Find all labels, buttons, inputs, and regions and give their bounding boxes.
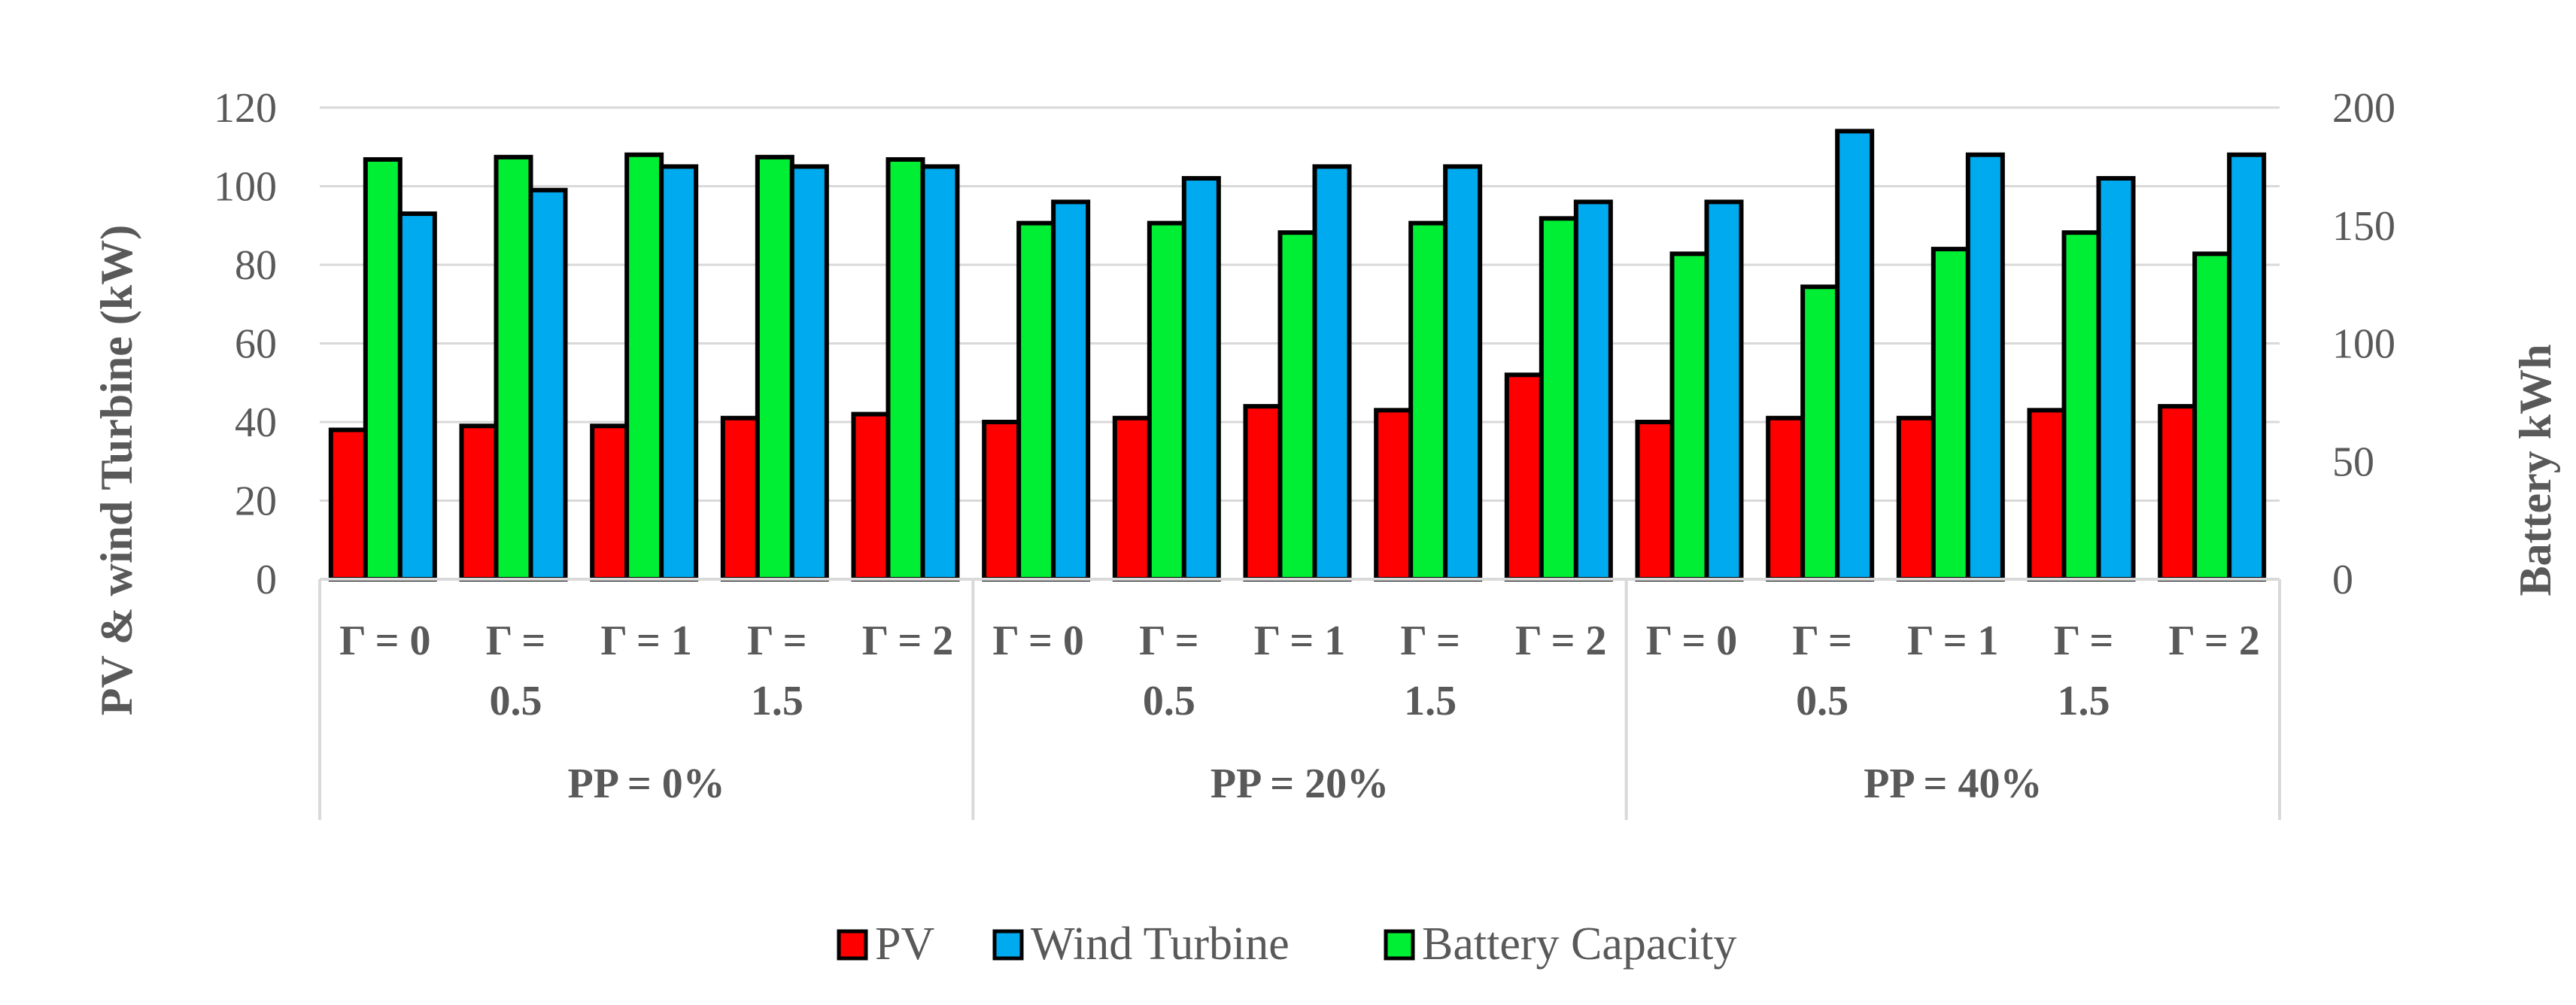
category-label: Γ = 2 bbox=[862, 618, 953, 664]
bar-pv bbox=[1635, 420, 1675, 581]
category-label: Γ = 1 bbox=[600, 618, 691, 664]
legend-swatch bbox=[837, 929, 868, 961]
left-tick-label: 80 bbox=[235, 242, 277, 289]
bar-wind-turbine bbox=[659, 164, 699, 581]
bar-battery-capacity bbox=[1277, 230, 1317, 581]
category-label: 1.5 bbox=[751, 678, 803, 724]
bar-wind-turbine bbox=[1573, 199, 1613, 581]
bar-pv bbox=[1896, 415, 1936, 582]
bar-wind-turbine bbox=[1835, 129, 1875, 582]
left-tick-label: 100 bbox=[214, 164, 277, 211]
category-label: Γ = 1 bbox=[1254, 618, 1345, 664]
category-label: Γ = bbox=[1400, 618, 1460, 664]
bar-pv bbox=[1766, 415, 1806, 582]
bar-wind-turbine bbox=[1704, 199, 1744, 581]
bar-battery-capacity bbox=[363, 156, 402, 582]
bar-wind-turbine bbox=[397, 211, 437, 581]
right-tick-label: 50 bbox=[2332, 439, 2374, 485]
left-tick-label: 0 bbox=[256, 557, 277, 603]
category-label: Γ = bbox=[1792, 618, 1852, 664]
bar-wind-turbine bbox=[2096, 176, 2136, 582]
bar-pv bbox=[720, 415, 760, 582]
bar-pv bbox=[982, 420, 1022, 581]
category-label: Γ = bbox=[747, 618, 807, 664]
category-label: 0.5 bbox=[1796, 678, 1848, 724]
bar-battery-capacity bbox=[886, 156, 925, 582]
right-axis-title: Battery kWh bbox=[2511, 345, 2560, 597]
bar-pv bbox=[590, 424, 630, 581]
category-label: 1.5 bbox=[1404, 678, 1457, 724]
bar-pv bbox=[2027, 408, 2067, 582]
group-label: PP = 0% bbox=[568, 761, 725, 807]
bar-battery-capacity bbox=[624, 152, 664, 581]
category-labels: Γ = 0 Γ = 0.5 Γ = 1 Γ = 1.5 Γ = 2 Γ = 0 Γ = 0.5 Γ … bbox=[339, 618, 2260, 724]
bar-battery-capacity bbox=[2192, 251, 2232, 581]
left-tick-label: 20 bbox=[235, 478, 277, 525]
bar-pv bbox=[1112, 415, 1152, 582]
bar-wind-turbine bbox=[1181, 176, 1221, 582]
category-label: Γ = bbox=[2054, 618, 2113, 664]
group-label: PP = 20% bbox=[1211, 761, 1389, 807]
bar-pv bbox=[1504, 372, 1544, 581]
right-tick-label: 0 bbox=[2332, 557, 2353, 603]
category-label: Γ = 0 bbox=[992, 618, 1083, 664]
bar-wind-turbine bbox=[1965, 152, 2005, 581]
category-label: Γ = 1 bbox=[1907, 618, 1998, 664]
bar-battery-capacity bbox=[1016, 220, 1056, 581]
legend-label: Wind Turbine bbox=[1031, 918, 1290, 970]
left-axis-title: PV & wind Turbine (kW) bbox=[92, 225, 141, 715]
bar-pv bbox=[2158, 404, 2198, 581]
bar-wind-turbine bbox=[789, 164, 829, 581]
right-axis-ticks: 0 50 100 150 200 bbox=[2332, 85, 2395, 603]
category-label: Γ = 0 bbox=[339, 618, 430, 664]
bar-battery-capacity bbox=[1147, 220, 1186, 581]
bar-pv bbox=[328, 427, 368, 582]
legend-swatch bbox=[1384, 929, 1415, 961]
right-tick-label: 200 bbox=[2332, 85, 2395, 132]
category-label: Γ = 2 bbox=[2168, 618, 2259, 664]
group-label: PP = 40% bbox=[1864, 761, 2042, 807]
right-tick-label: 150 bbox=[2332, 203, 2395, 250]
left-tick-label: 60 bbox=[235, 321, 277, 368]
bar-battery-capacity bbox=[2061, 230, 2101, 581]
legend-swatch bbox=[992, 929, 1024, 961]
category-label: Γ = bbox=[1139, 618, 1198, 664]
bar-battery-capacity bbox=[1669, 251, 1709, 581]
right-tick-label: 100 bbox=[2332, 321, 2395, 368]
bar-wind-turbine bbox=[1312, 164, 1352, 581]
legend-label: PV bbox=[875, 918, 934, 970]
bar-battery-capacity bbox=[1539, 216, 1578, 581]
bar-wind-turbine bbox=[1051, 199, 1091, 581]
category-label: Γ = 2 bbox=[1515, 618, 1606, 664]
bar-pv bbox=[851, 411, 891, 581]
bar-battery-capacity bbox=[1800, 284, 1840, 581]
category-label: 0.5 bbox=[490, 678, 542, 724]
bar-wind-turbine bbox=[920, 164, 960, 581]
bar-battery-capacity bbox=[494, 154, 533, 581]
bar-pv bbox=[459, 424, 499, 581]
bar-battery-capacity bbox=[755, 154, 794, 581]
left-tick-label: 40 bbox=[235, 399, 277, 446]
bar-pv bbox=[1243, 404, 1283, 581]
category-label: Γ = 0 bbox=[1646, 618, 1737, 664]
category-label: 0.5 bbox=[1143, 678, 1195, 724]
group-separators: PP = 0% PP = 20% PP = 40% bbox=[318, 579, 2281, 820]
bars bbox=[320, 129, 2280, 582]
left-tick-label: 120 bbox=[214, 85, 277, 132]
category-label: Γ = bbox=[486, 618, 545, 664]
bar-battery-capacity bbox=[1408, 220, 1448, 581]
bar-pv bbox=[1374, 408, 1414, 582]
bar-wind-turbine bbox=[1443, 164, 1483, 581]
bar-battery-capacity bbox=[1930, 247, 1970, 581]
bar-wind-turbine bbox=[2227, 152, 2267, 581]
bar-wind-turbine bbox=[528, 187, 568, 582]
category-label: 1.5 bbox=[2058, 678, 2110, 724]
legend-label: Battery Capacity bbox=[1422, 918, 1736, 970]
legend: PV Wind Turbine Battery Capacity bbox=[837, 918, 1736, 970]
left-axis-ticks: 0 20 40 60 80 100 120 bbox=[214, 85, 277, 603]
